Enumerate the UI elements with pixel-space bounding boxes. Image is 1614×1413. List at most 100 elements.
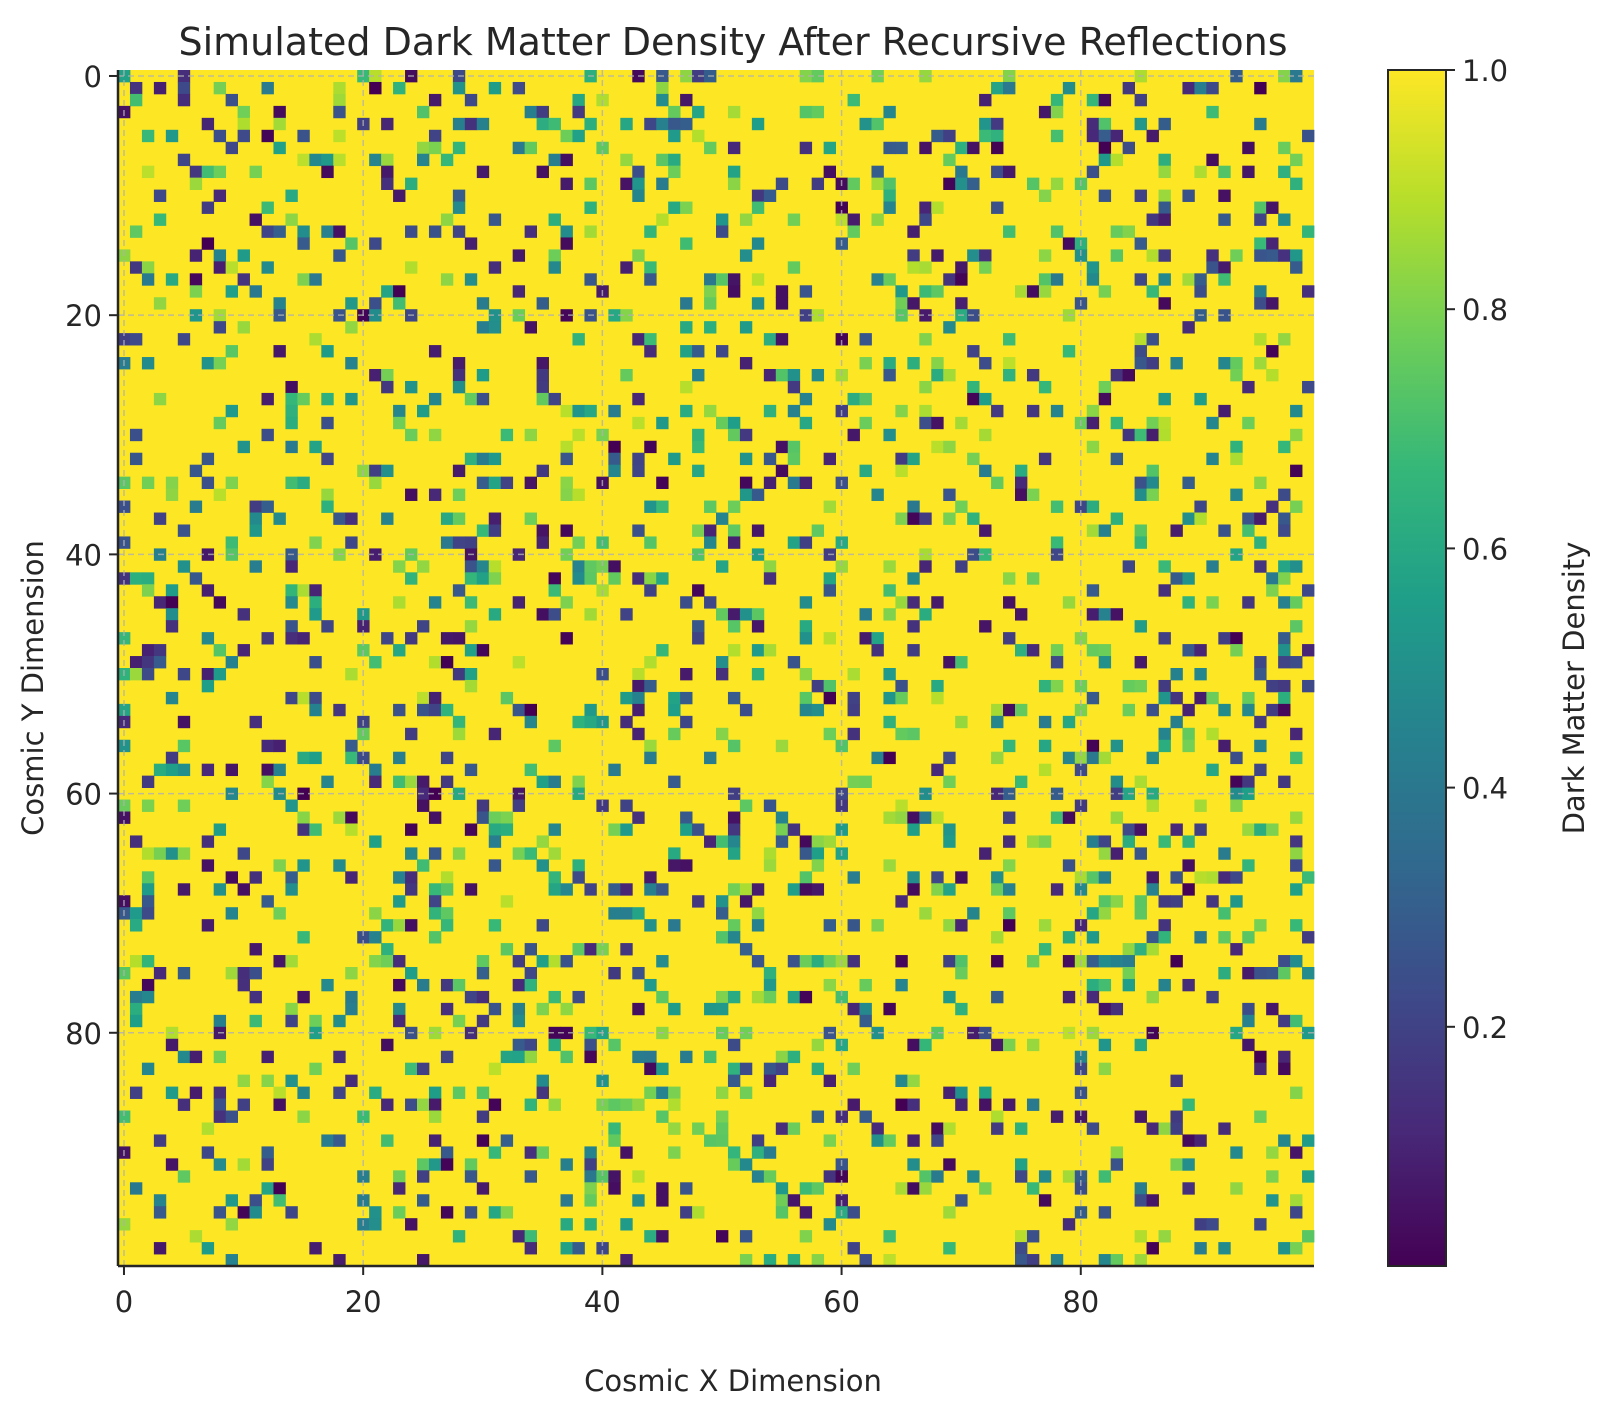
heatmap-cell [991, 883, 1004, 896]
heatmap-cell [476, 524, 490, 537]
heatmap-cell [1302, 967, 1315, 980]
heatmap-cell [428, 488, 442, 501]
heatmap-cell [1242, 1014, 1255, 1028]
heatmap-cell [297, 859, 310, 872]
heatmap-cell [309, 536, 322, 549]
heatmap-cell [656, 93, 669, 107]
heatmap-cell [1098, 1170, 1112, 1183]
heatmap-cell [799, 416, 813, 430]
heatmap-cell [763, 476, 777, 489]
heatmap-cell [1134, 1230, 1147, 1243]
heatmap-cell [1158, 632, 1171, 645]
heatmap-cell [1206, 416, 1219, 430]
heatmap-cell [417, 799, 430, 812]
heatmap-cell [1242, 165, 1255, 179]
heatmap-cell [967, 512, 980, 525]
heatmap-cell [297, 584, 310, 597]
heatmap-cell [381, 165, 394, 179]
heatmap-cell [213, 357, 227, 370]
heatmap-cell [464, 572, 478, 585]
heatmap-cell [1278, 249, 1291, 262]
heatmap-cell [1122, 943, 1135, 956]
heatmap-cell [596, 1242, 609, 1255]
y-tick-label: 80 [65, 1017, 102, 1051]
heatmap-cell [1290, 249, 1303, 262]
heatmap-cell [1026, 177, 1040, 190]
heatmap-cell [751, 883, 765, 896]
heatmap-cell [345, 321, 358, 334]
heatmap-cell [656, 1230, 669, 1243]
heatmap-cell [476, 369, 490, 382]
heatmap-cell [692, 620, 705, 633]
heatmap-cell [751, 524, 765, 537]
heatmap-cell [871, 117, 884, 131]
heatmap-cell [620, 1254, 633, 1267]
heatmap-cell [907, 500, 920, 513]
heatmap-cell [452, 488, 466, 501]
heatmap-cell [1038, 679, 1052, 693]
heatmap-cell [1062, 1218, 1076, 1231]
heatmap-cell [919, 70, 932, 83]
heatmap-cell [536, 835, 549, 848]
heatmap-cell [333, 1014, 346, 1028]
heatmap-cell [1278, 632, 1291, 645]
heatmap-cell [739, 1158, 753, 1171]
heatmap-cell [261, 775, 274, 788]
heatmap-cell [369, 955, 382, 968]
heatmap-cell [345, 967, 358, 980]
heatmap-cell [919, 141, 932, 155]
heatmap-cell [572, 572, 585, 585]
heatmap-cell [524, 225, 537, 238]
heatmap-cell [943, 488, 956, 501]
heatmap-cell [1086, 955, 1100, 968]
heatmap-cell [285, 883, 298, 896]
heatmap-cell [440, 919, 454, 932]
heatmap-cell [1182, 883, 1195, 896]
heatmap-cell [716, 835, 729, 848]
heatmap-cell [739, 943, 753, 956]
heatmap-cell [285, 1002, 298, 1016]
heatmap-cell [727, 428, 741, 442]
heatmap-cell [1182, 727, 1195, 741]
heatmap-cell [907, 261, 920, 274]
heatmap-cell [189, 1086, 203, 1099]
heatmap-cell [428, 225, 442, 238]
heatmap-cell [1098, 1062, 1112, 1076]
heatmap-cell [381, 512, 394, 525]
heatmap-cell [1134, 943, 1147, 956]
heatmap-cell [596, 141, 609, 155]
heatmap-cell [428, 895, 442, 908]
heatmap-cell [213, 1158, 227, 1171]
heatmap-cell [428, 1110, 442, 1123]
heatmap-cell [393, 1014, 406, 1028]
heatmap-cell [727, 524, 741, 537]
heatmap-cell [1086, 165, 1100, 179]
heatmap-cell [727, 536, 741, 549]
heatmap-cell [309, 656, 322, 669]
heatmap-cell [727, 500, 741, 513]
heatmap-cell [859, 416, 872, 430]
heatmap-cell [787, 1050, 801, 1064]
heatmap-cell [1194, 799, 1207, 812]
heatmap-cell [668, 775, 681, 788]
heatmap-cell [512, 141, 526, 155]
heatmap-cell [488, 608, 502, 621]
heatmap-cell [428, 787, 442, 800]
heatmap-cell [1134, 273, 1147, 286]
heatmap-cell [273, 117, 286, 131]
heatmap-cell [991, 1122, 1004, 1135]
heatmap-cell [417, 1062, 430, 1076]
heatmap-cell [811, 177, 825, 190]
heatmap-cell [129, 261, 143, 274]
heatmap-cell [907, 823, 920, 836]
heatmap-cell [118, 811, 131, 824]
heatmap-cell [1218, 357, 1231, 370]
heatmap-cell [393, 1002, 406, 1016]
heatmap-cell [273, 1182, 286, 1195]
heatmap-cell [464, 237, 478, 250]
heatmap-cell [656, 476, 669, 489]
heatmap-cell [1182, 703, 1195, 717]
heatmap-cell [1110, 153, 1124, 167]
heatmap-cell [333, 129, 346, 143]
heatmap-cell [763, 644, 777, 657]
